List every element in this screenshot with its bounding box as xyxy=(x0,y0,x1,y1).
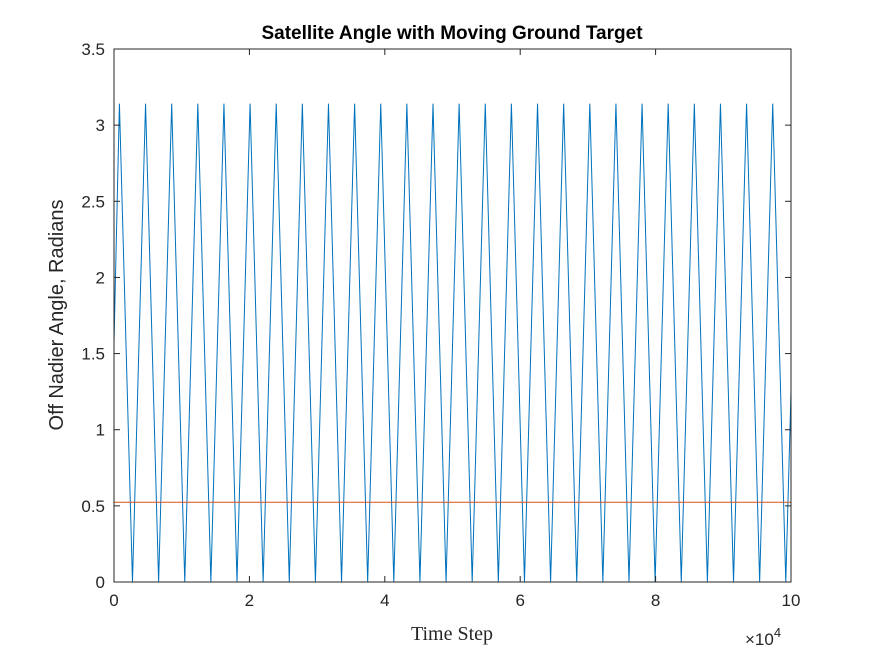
y-tick-label: 1 xyxy=(96,421,105,440)
axes-box xyxy=(113,48,792,583)
x-tick-label: 10 xyxy=(782,591,801,610)
x-tick-label: 0 xyxy=(109,591,118,610)
x-tick-label: 6 xyxy=(515,591,524,610)
y-tick-label: 2.5 xyxy=(81,192,105,211)
x-multiplier-base: ×10 xyxy=(745,630,774,649)
x-axis-label: Time Step xyxy=(411,623,493,645)
x-tick-label: 2 xyxy=(245,591,254,610)
y-tick-label: 0 xyxy=(96,573,105,592)
y-tick-label: 3 xyxy=(96,116,105,135)
y-tick-label: 3.5 xyxy=(81,40,105,59)
plot-area xyxy=(114,49,791,582)
y-tick-label: 0.5 xyxy=(81,497,105,516)
chart-title: Satellite Angle with Moving Ground Targe… xyxy=(261,23,643,44)
y-tick-label: 1.5 xyxy=(81,345,105,364)
y-axis-label: Off Nadier Angle, Radians xyxy=(46,200,68,431)
tick-layer: 0 2 4 6 8 10 0 0.5 1 1.5 2 2.5 3 3.5 xyxy=(81,40,800,610)
y-tick-label: 2 xyxy=(96,268,105,287)
x-tick-label: 8 xyxy=(651,591,660,610)
x-tick-label: 4 xyxy=(380,591,389,610)
series-layer xyxy=(113,103,792,583)
x-axis-multiplier: ×104 xyxy=(745,625,781,649)
x-multiplier-exponent: 4 xyxy=(774,625,781,640)
